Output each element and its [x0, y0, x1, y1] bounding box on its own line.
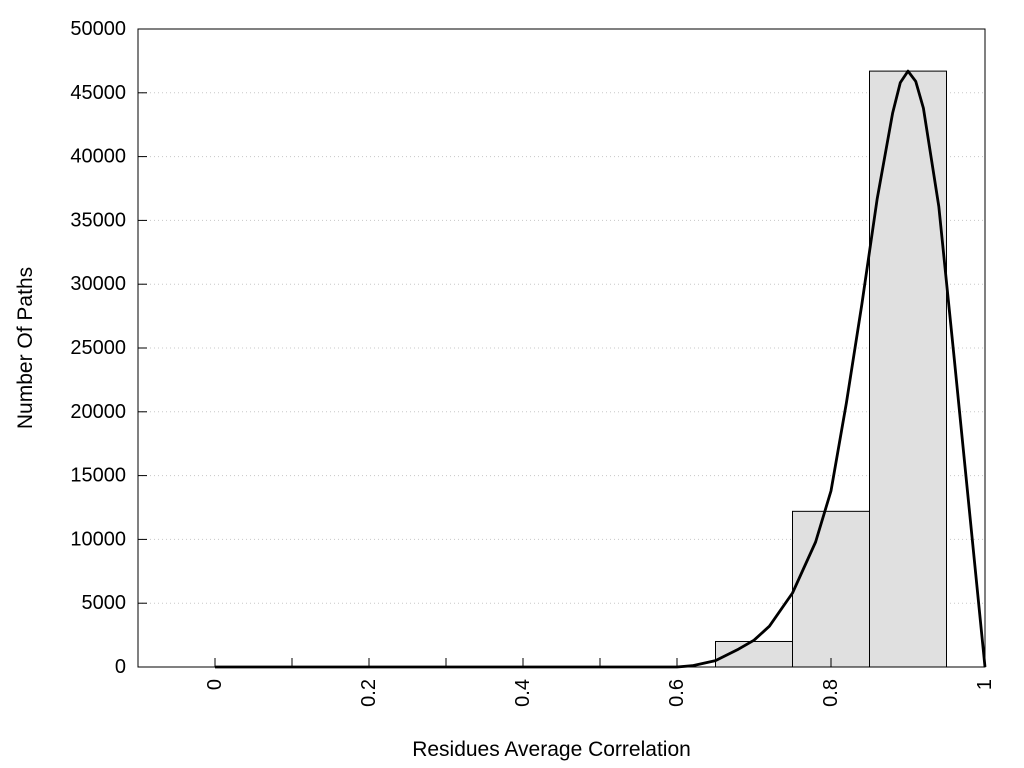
x-tick-label: 0.6	[666, 679, 688, 707]
y-tick-label: 5000	[82, 592, 127, 614]
y-tick-label: 45000	[70, 82, 126, 104]
y-axis-ticks: 0 5000 10000 15000 20000 25000 30000 35000 40000…	[70, 18, 147, 678]
y-tick-label: 30000	[70, 273, 126, 295]
bars	[715, 70, 947, 668]
x-axis-title: Residues Average Correlation	[412, 738, 691, 761]
x-tick-label: 0	[204, 679, 226, 690]
y-tick-label: 35000	[70, 209, 126, 231]
x-tick-label: 0.4	[512, 679, 534, 707]
y-tick-label: 40000	[70, 146, 126, 168]
y-tick-label: 25000	[70, 337, 126, 359]
x-tick-label: 0.8	[820, 679, 842, 707]
bar	[792, 510, 870, 668]
y-tick-label: 50000	[70, 18, 126, 40]
y-tick-label: 0	[115, 656, 126, 678]
y-tick-label: 15000	[70, 465, 126, 487]
y-tick-label: 20000	[70, 401, 126, 423]
x-tick-label: 1	[974, 679, 996, 690]
x-axis-ticks: 0 0.2 0.4 0.6 0.8 1	[204, 658, 996, 707]
bar	[869, 70, 947, 668]
y-tick-label: 10000	[70, 528, 126, 550]
x-tick-label: 0.2	[358, 679, 380, 707]
y-axis-title: Number Of Paths	[14, 267, 37, 429]
